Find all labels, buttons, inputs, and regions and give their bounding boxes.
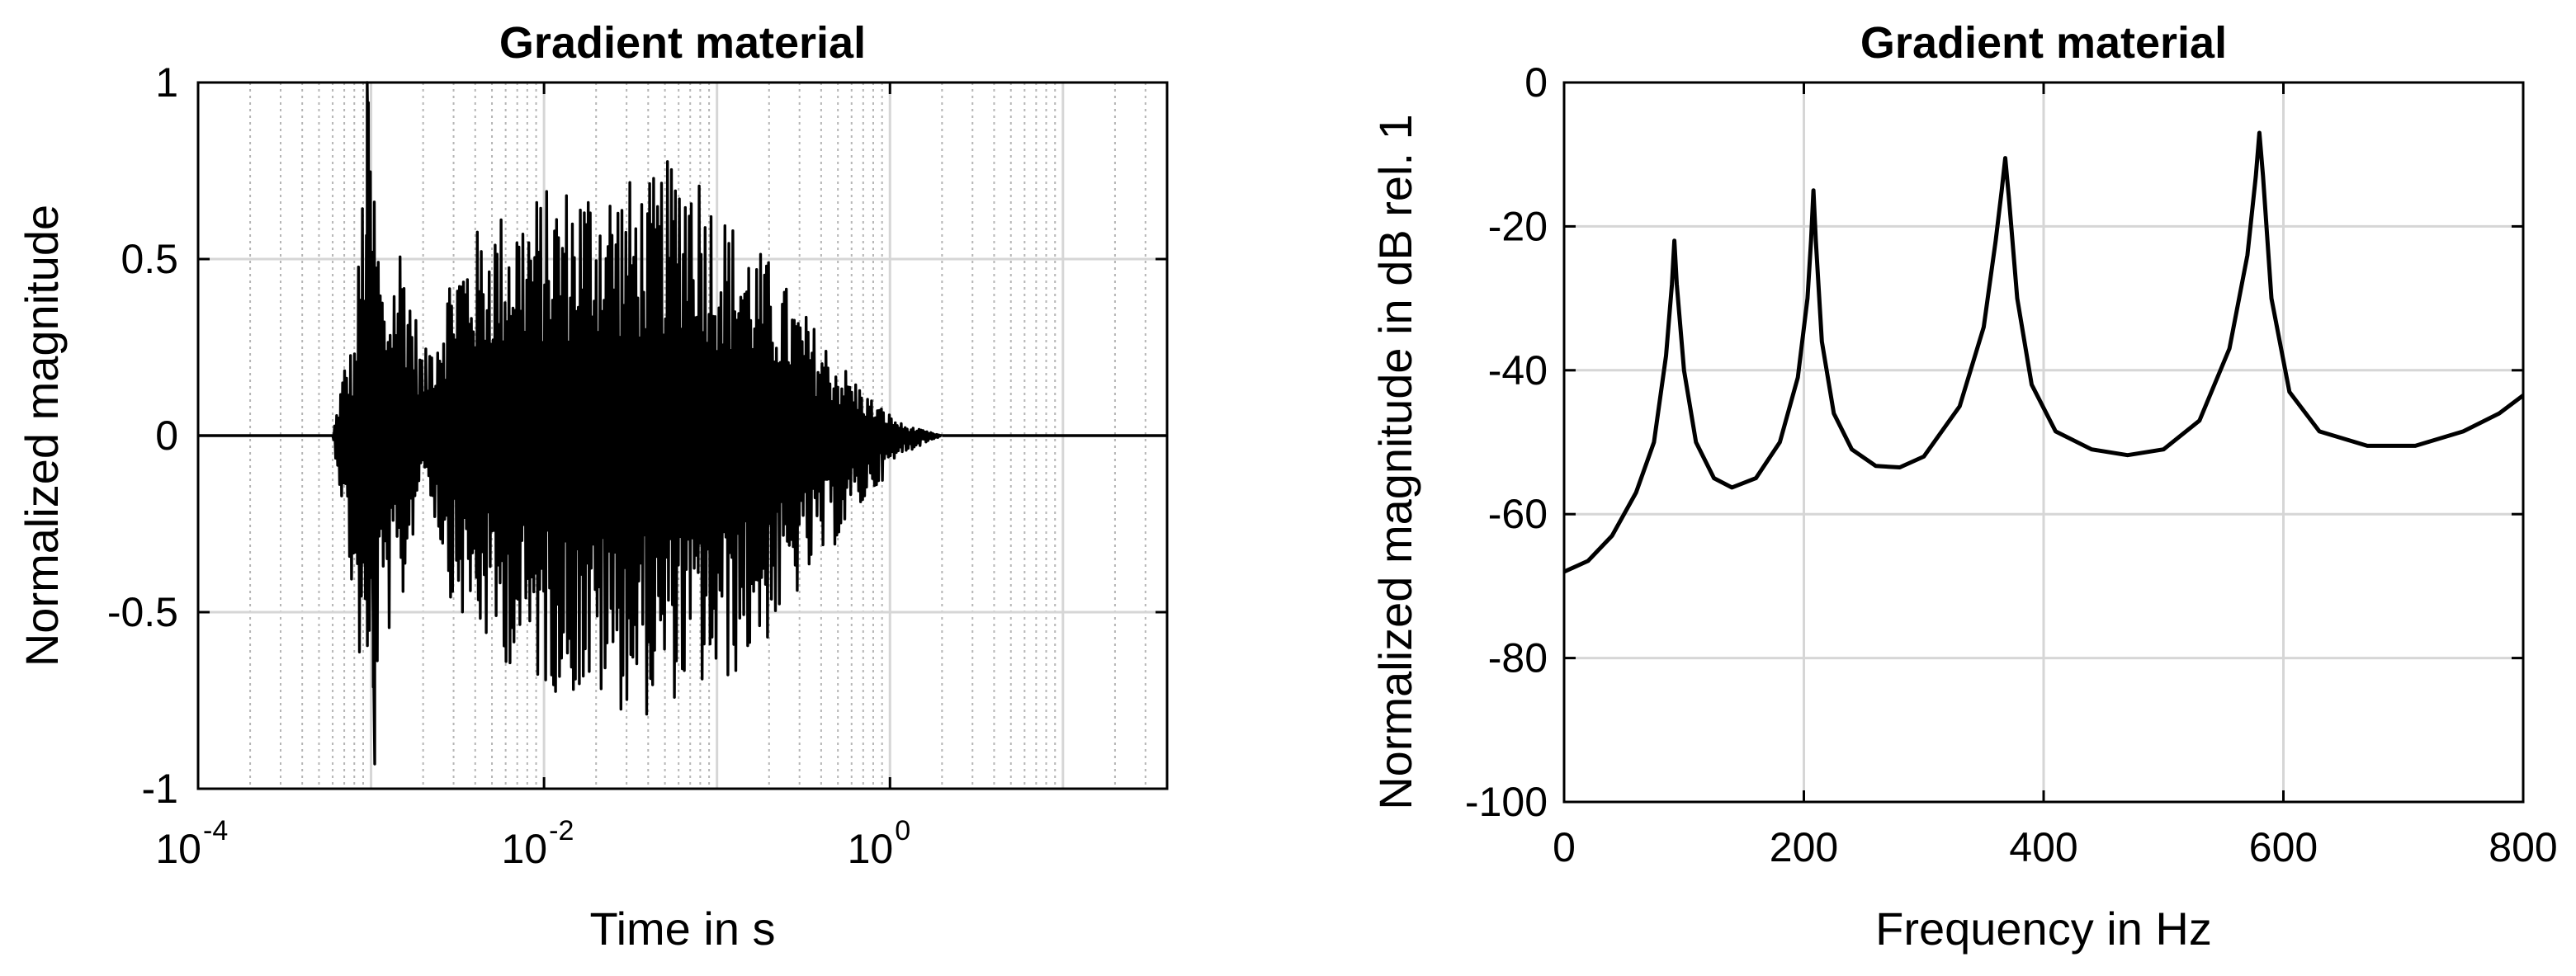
frequency-domain-ticks: 0 200 400 600 800 -100 -80 -60 -40 -20 0 xyxy=(1465,59,2558,870)
y-tick-label: -60 xyxy=(1488,491,1548,537)
x-tick-label: 400 xyxy=(2009,824,2077,870)
time-domain-ylabel: Normalized magnitude xyxy=(16,205,68,667)
frequency-domain-series xyxy=(1562,130,2525,574)
y-tick-label: -40 xyxy=(1488,347,1548,394)
x-tick-label: 600 xyxy=(2249,824,2318,870)
frequency-domain-panel: Gradient material 0 200 400 600 800 -100 -80 -6… xyxy=(1369,18,2558,955)
y-tick-label: -20 xyxy=(1488,203,1548,249)
x-tick-label: 800 xyxy=(2489,824,2557,870)
y-tick-label: -100 xyxy=(1465,779,1548,825)
time-domain-xlabel: Time in s xyxy=(589,903,775,955)
y-tick-label: -80 xyxy=(1488,635,1548,681)
frequency-domain-ylabel: Normalized magnitude in dB rel. 1 xyxy=(1369,114,1421,810)
time-domain-panel: Gradient material 10 -4 10 -2 10 0-1-0.500.51… xyxy=(16,18,1169,955)
time-domain-title: Gradient material xyxy=(499,18,866,68)
x-tick-exponent: 0 xyxy=(895,815,910,846)
x-tick-exponent: -4 xyxy=(203,815,228,846)
y-tick-label: -1 xyxy=(142,766,178,812)
time-domain-series xyxy=(198,81,1167,766)
y-tick-label: 0 xyxy=(1524,59,1548,106)
frequency-domain-title: Gradient material xyxy=(1860,18,2227,68)
y-tick-label: 0.5 xyxy=(121,236,178,282)
x-tick-label: 10 xyxy=(155,826,201,872)
x-tick-label: 10 xyxy=(848,826,894,872)
y-tick-label: 1 xyxy=(155,59,178,106)
x-tick-label: 0 xyxy=(1553,824,1576,870)
y-tick-label: -0.5 xyxy=(107,589,178,635)
x-tick-label: 10 xyxy=(502,826,548,872)
x-tick-exponent: -2 xyxy=(549,815,574,846)
x-tick-label: 200 xyxy=(1770,824,1838,870)
frequency-domain-xlabel: Frequency in Hz xyxy=(1875,903,2212,955)
y-tick-label: 0 xyxy=(155,413,178,459)
time-signal-line xyxy=(198,81,1167,766)
spectrum-line xyxy=(1562,130,2525,574)
time-domain-ticks: 10 -4 10 -2 10 0-1-0.500.51 xyxy=(107,59,1167,872)
